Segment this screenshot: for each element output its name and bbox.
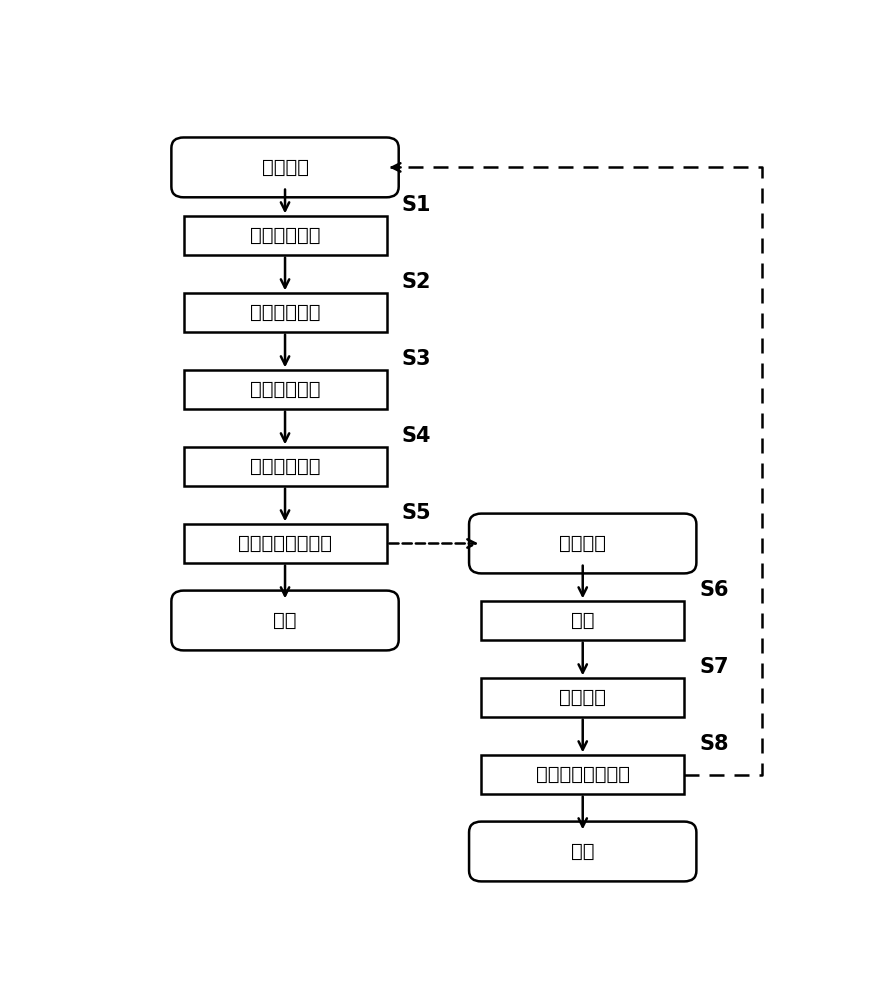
Text: S2: S2 (402, 272, 431, 292)
Bar (183, 216, 387, 255)
Text: 发送输送结束通知: 发送输送结束通知 (238, 534, 332, 553)
Bar (183, 524, 387, 563)
Text: 返回: 返回 (571, 842, 595, 861)
Bar (481, 755, 684, 794)
Bar (183, 447, 387, 486)
Text: S3: S3 (402, 349, 431, 369)
FancyBboxPatch shape (469, 822, 697, 881)
Text: 成膜处理: 成膜处理 (560, 688, 606, 707)
Bar (481, 678, 684, 717)
Text: 输送装置: 输送装置 (262, 158, 308, 177)
Bar (183, 293, 387, 332)
Text: S5: S5 (402, 503, 431, 523)
Text: S4: S4 (402, 426, 431, 446)
Text: S8: S8 (699, 734, 729, 754)
Bar (183, 370, 387, 409)
FancyBboxPatch shape (171, 591, 399, 650)
Text: 发送成膜结束通知: 发送成膜结束通知 (536, 765, 629, 784)
Text: 获取基板信息: 获取基板信息 (250, 226, 320, 245)
Text: S6: S6 (699, 580, 729, 600)
Text: 返回: 返回 (273, 611, 297, 630)
Text: 对准: 对准 (571, 611, 595, 630)
Text: 成膜装置: 成膜装置 (560, 534, 606, 553)
FancyBboxPatch shape (171, 137, 399, 197)
Text: 修正交接位置: 修正交接位置 (250, 380, 320, 399)
FancyBboxPatch shape (469, 514, 697, 573)
Text: S7: S7 (699, 657, 729, 677)
Text: 设定交接位置: 设定交接位置 (250, 303, 320, 322)
Bar (481, 601, 684, 640)
Text: S1: S1 (402, 195, 431, 215)
Text: 基板输送动作: 基板输送动作 (250, 457, 320, 476)
